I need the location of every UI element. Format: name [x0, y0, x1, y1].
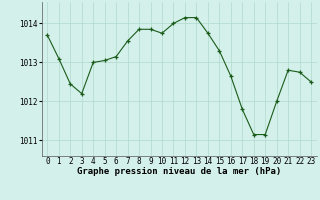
X-axis label: Graphe pression niveau de la mer (hPa): Graphe pression niveau de la mer (hPa)	[77, 167, 281, 176]
